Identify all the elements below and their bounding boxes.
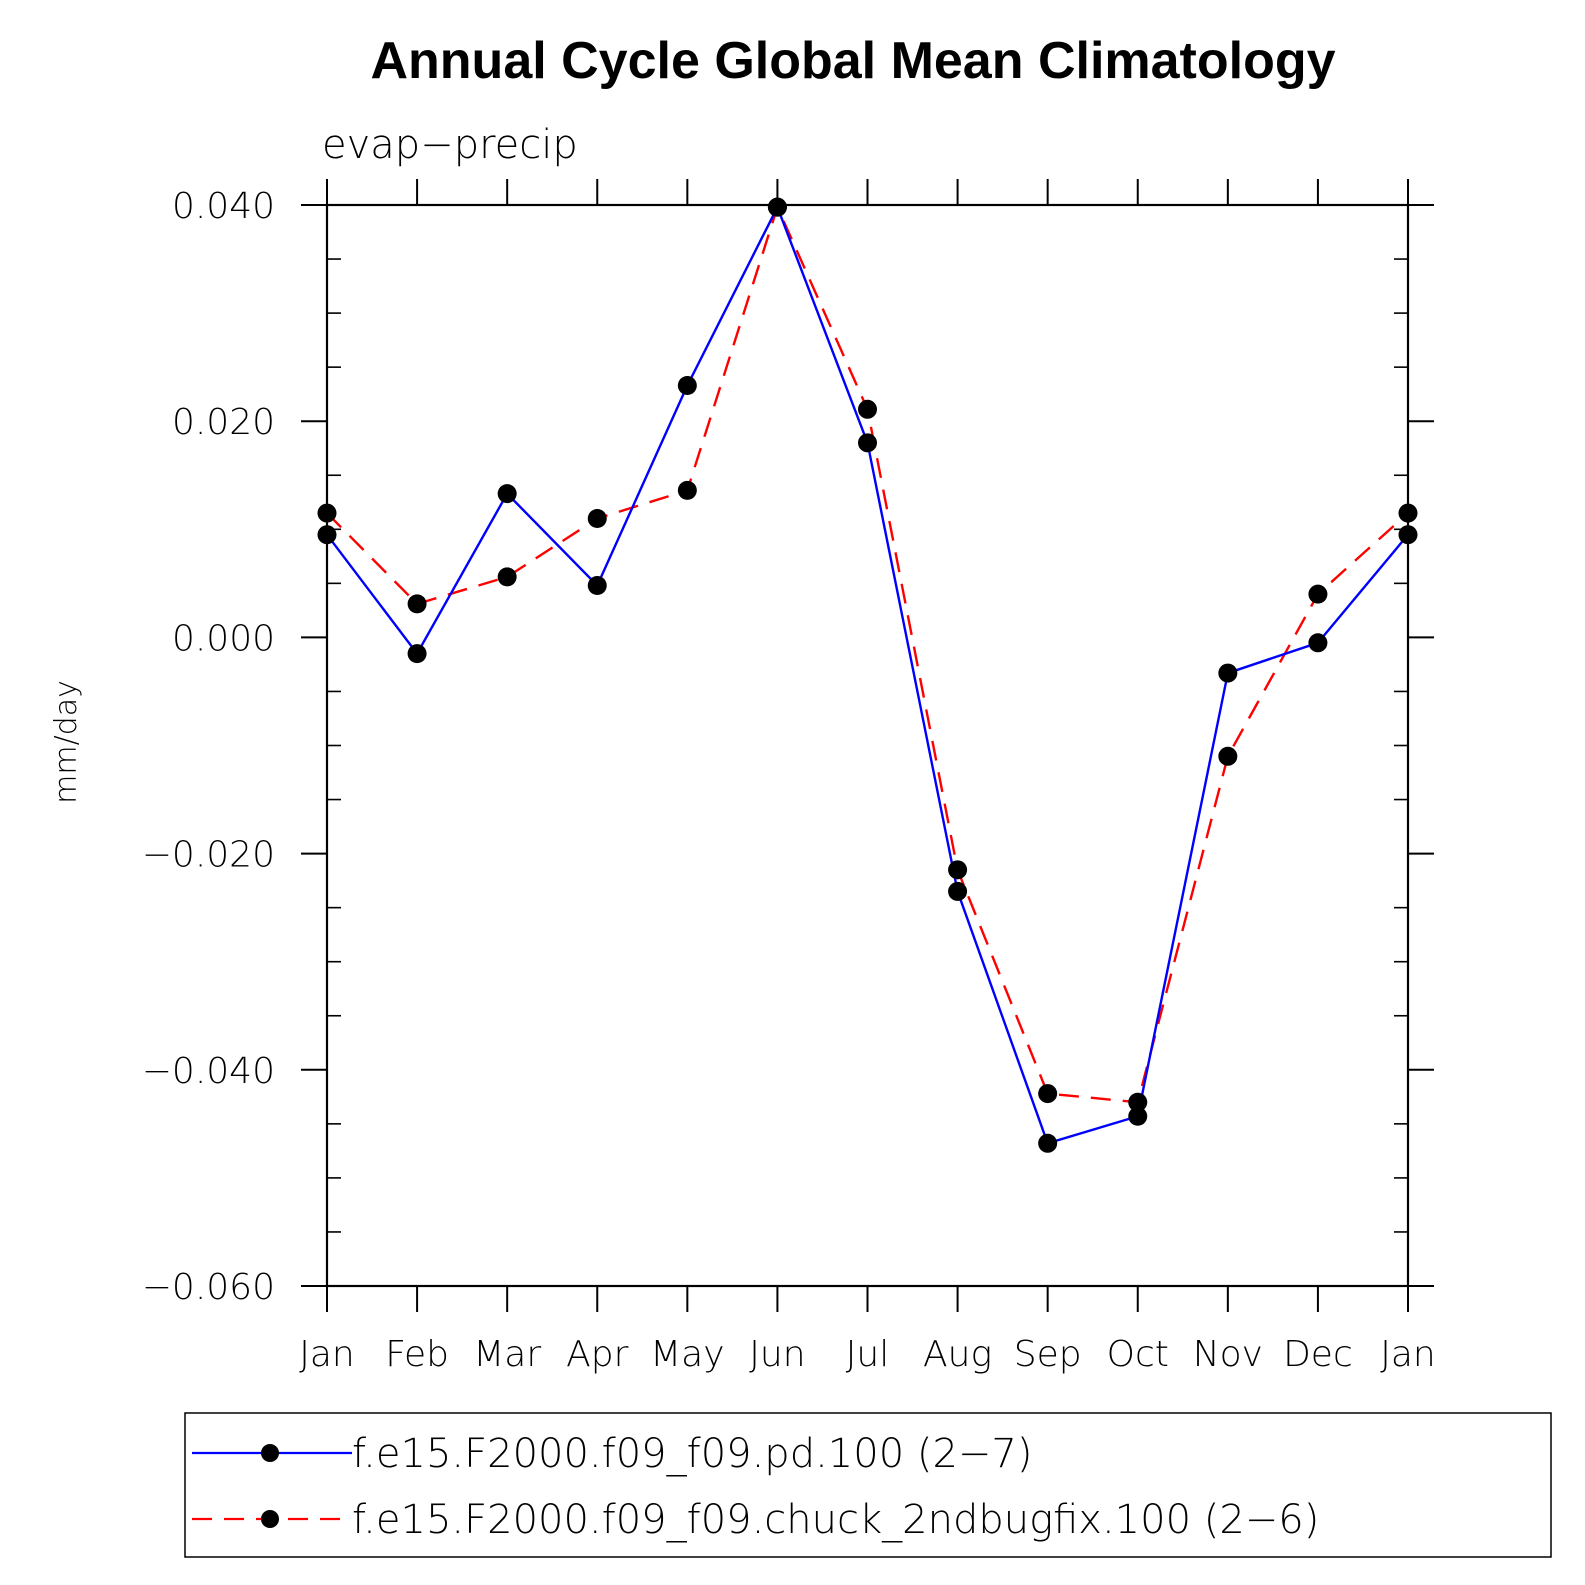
data-point-red — [407, 594, 427, 614]
series-line-red — [326, 205, 1409, 1104]
data-point-red — [587, 508, 607, 528]
data-point-red — [677, 480, 697, 500]
legend-swatch-blue-marker — [261, 1444, 279, 1462]
legend-box — [184, 1412, 1552, 1558]
x-tick-label: Oct — [1107, 1334, 1169, 1375]
series-layer — [317, 197, 1418, 1153]
y-tick-label: 0.000 — [172, 618, 275, 659]
x-tick-label: Mar — [473, 1334, 541, 1375]
legend-swatch-red-marker — [261, 1510, 279, 1528]
data-point-red — [1308, 584, 1328, 604]
data-point-red — [317, 503, 337, 523]
data-point-blue — [317, 525, 337, 545]
data-point-blue — [407, 644, 427, 664]
y-tick-label: −0.040 — [142, 1051, 275, 1092]
data-point-blue — [1038, 1133, 1058, 1153]
data-point-red — [497, 567, 517, 587]
chart-subtitle: evap−precip — [322, 122, 578, 168]
legend-label-blue: f.e15.F2000.f09_f09.pd.100 (2−7) — [352, 1431, 1033, 1477]
data-point-blue — [677, 376, 697, 396]
data-point-red — [948, 860, 968, 880]
data-point-blue — [497, 484, 517, 504]
x-tick-label: Nov — [1193, 1334, 1263, 1375]
x-tick-label: Jul — [846, 1334, 889, 1375]
x-tick-label: Aug — [923, 1334, 992, 1375]
data-point-blue — [1308, 633, 1328, 653]
series-line-blue — [326, 205, 1409, 1145]
data-point-blue — [858, 433, 877, 453]
data-point-blue — [767, 197, 787, 217]
x-tick-label: May — [650, 1334, 724, 1375]
data-point-red — [1128, 1092, 1148, 1112]
x-tick-label: Feb — [385, 1334, 449, 1375]
data-point-red — [858, 399, 877, 419]
chart-title: Annual Cycle Global Mean Climatology — [370, 32, 1335, 90]
y-tick-label: 0.020 — [172, 402, 275, 443]
legend-label-red: f.e15.F2000.f09_f09.chuck_2ndbugfix.100 … — [352, 1497, 1319, 1543]
y-tick-label: −0.060 — [142, 1267, 275, 1308]
plot-frame — [325, 203, 1410, 1288]
legend-entry-blue: f.e15.F2000.f09_f09.pd.100 (2−7) — [192, 1431, 1033, 1477]
x-tick-label: Jan — [299, 1334, 355, 1375]
data-point-blue — [1128, 1106, 1148, 1126]
y-tick-label: −0.020 — [142, 835, 275, 876]
x-tick-label: Sep — [1014, 1334, 1082, 1375]
x-tick-label: Jun — [749, 1334, 805, 1375]
legend-entry-red: f.e15.F2000.f09_f09.chuck_2ndbugfix.100 … — [192, 1497, 1319, 1543]
data-point-blue — [1398, 525, 1418, 545]
data-point-blue — [587, 576, 607, 596]
data-point-blue — [1218, 663, 1238, 683]
x-tick-label: Apr — [566, 1334, 628, 1375]
y-axis-label: mm/day — [49, 680, 84, 804]
y-tick-label: 0.040 — [172, 186, 275, 227]
data-point-red — [1398, 503, 1418, 523]
data-point-red — [1038, 1084, 1058, 1104]
axes: Jan Feb Mar Apr May Jun Jul Aug Sep Oct Nov Dec Jan 0… — [142, 179, 1436, 1375]
data-point-red — [1218, 746, 1238, 766]
x-tick-label: Dec — [1283, 1334, 1353, 1375]
x-tick-label: Jan — [1380, 1334, 1436, 1375]
data-point-blue — [948, 881, 968, 901]
